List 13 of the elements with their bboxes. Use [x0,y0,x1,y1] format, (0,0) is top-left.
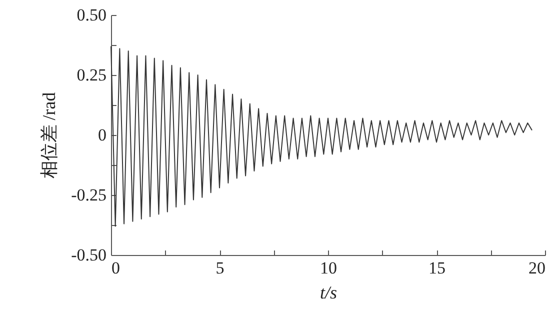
y-tick-label: 0 [98,126,106,144]
x-tick-label: 10 [320,258,337,278]
y-tick-label: 0.50 [76,6,106,24]
line-series [110,46,532,227]
x-axis-title: t/s [320,282,338,302]
y-tick-label: -0.25 [71,186,106,204]
x-tick-label: 15 [428,258,446,278]
y-axis-title: 相位差 /rad [39,92,60,179]
x-tick-label: 20 [528,258,546,278]
y-tick-label: -0.50 [71,246,106,264]
x-tick-label: 0 [112,258,120,278]
y-tick-label: 0.25 [76,66,106,84]
x-tick-label: 5 [216,258,224,278]
